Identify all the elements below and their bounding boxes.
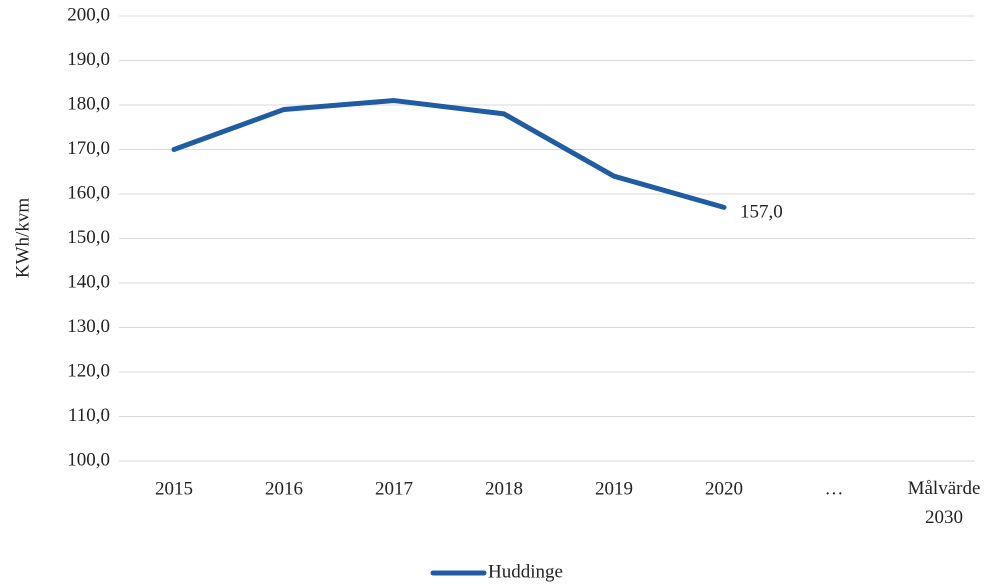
y-tick-label: 140,0 bbox=[67, 271, 110, 292]
data-label: 157,0 bbox=[740, 202, 783, 223]
y-axis-label: KWh/kvm bbox=[12, 198, 33, 278]
x-tick-label: 2019 bbox=[595, 478, 633, 499]
y-tick-label: 130,0 bbox=[67, 316, 110, 337]
y-tick-label: 150,0 bbox=[67, 227, 110, 248]
x-tick-label: 2017 bbox=[375, 478, 413, 499]
line bbox=[171, 98, 727, 210]
y-tick-label: 170,0 bbox=[67, 138, 110, 159]
y-tick-label: 160,0 bbox=[67, 182, 110, 203]
x-tick-label-line: 2030 bbox=[925, 507, 963, 528]
x-tick-label-line: Målvärde bbox=[908, 478, 981, 499]
x-tick-label: 2015 bbox=[155, 478, 193, 499]
y-tick-label: 190,0 bbox=[67, 49, 110, 70]
y-tick-label: 180,0 bbox=[67, 93, 110, 114]
x-tick-label: 2020 bbox=[705, 478, 743, 499]
y-tick-label: 110,0 bbox=[68, 405, 110, 426]
y-tick-label: 100,0 bbox=[67, 449, 110, 470]
y-tick-label: 200,0 bbox=[67, 4, 110, 25]
x-tick-label: … bbox=[825, 478, 844, 499]
y-tick-label: 120,0 bbox=[67, 360, 110, 381]
x-tick-label: 2018 bbox=[485, 478, 523, 499]
legend-label: Huddinge bbox=[488, 561, 563, 582]
x-tick-label: Målvärde 2030 bbox=[908, 478, 981, 528]
x-tick-label: 2016 bbox=[265, 478, 303, 499]
